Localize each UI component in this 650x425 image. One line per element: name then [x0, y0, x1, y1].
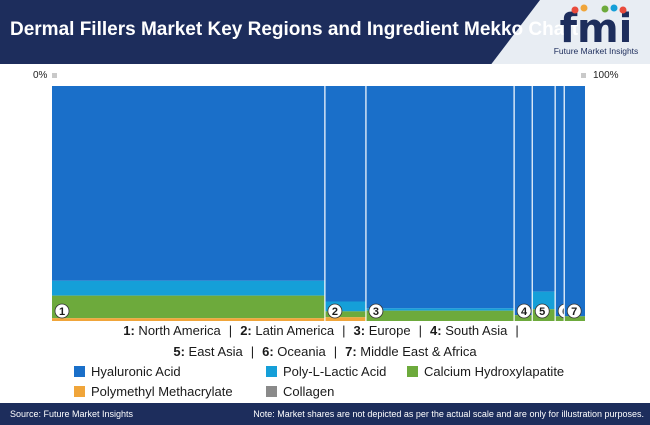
region-number: 5:	[173, 344, 185, 359]
region-legend-line-2: 5: East Asia | 6: Oceania | 7: Middle East &…	[0, 344, 650, 359]
region-legend-item: 6: Oceania	[262, 344, 326, 359]
legend-swatch	[407, 366, 418, 377]
note-text: Note: Market shares are not depicted as …	[253, 409, 644, 419]
region-legend-item: 5: East Asia	[173, 344, 242, 359]
region-number: 6:	[262, 344, 274, 359]
source-text: Source: Future Market Insights	[10, 409, 134, 419]
mekko-cell-1-calcium-hydroxylapatite	[52, 295, 325, 319]
legend-item-polymethyl-methacrylate: Polymethyl Methacrylate	[74, 384, 233, 399]
mekko-cell-5-poly-l-lactic-acid	[532, 291, 556, 310]
region-marker-label-3: 3	[373, 306, 379, 318]
region-marker-7	[566, 303, 582, 319]
region-marker-2	[327, 303, 343, 319]
legend-swatch	[74, 386, 85, 397]
mekko-cell-7-hyaluronic-acid	[564, 86, 585, 317]
fmi-logo-subtitle: Future Market Insights	[553, 46, 639, 56]
mekko-cell-2-hyaluronic-acid	[324, 86, 366, 302]
legend-separator: |	[333, 344, 338, 359]
region-number: 3:	[353, 323, 366, 338]
title-band	[0, 0, 540, 64]
legend-separator: |	[228, 323, 233, 338]
legend-item-collagen: Collagen	[266, 384, 334, 399]
mekko-cell-4-hyaluronic-acid	[514, 86, 533, 316]
mekko-cell-3-calcium-hydroxylapatite	[365, 310, 515, 321]
region-legend-item: 1: North America	[123, 323, 221, 338]
legend-item-calcium-hydroxylapatite: Calcium Hydroxylapatite	[407, 364, 564, 379]
legend-separator: |	[515, 323, 519, 338]
legend-swatch	[74, 366, 85, 377]
region-marker-label-4: 4	[521, 306, 528, 318]
mekko-cell-3-hyaluronic-acid	[365, 86, 515, 309]
region-marker-1	[54, 303, 70, 319]
mekko-cell-1-hyaluronic-acid	[52, 86, 325, 281]
legend-swatch	[266, 386, 277, 397]
region-name: North America	[134, 323, 221, 338]
region-marker-label-2: 2	[332, 306, 338, 318]
fmi-logo: fmi Future Market Insights	[548, 4, 644, 62]
region-marker-label-1: 1	[59, 306, 65, 318]
mekko-cell-5-hyaluronic-acid	[532, 86, 556, 292]
legend-separator: |	[250, 344, 255, 359]
region-legend-item: 7: Middle East & Africa	[345, 344, 477, 359]
region-name: Oceania	[273, 344, 326, 359]
mekko-cell-2-polymethyl-methacrylate	[324, 317, 366, 321]
legend-swatch	[266, 366, 277, 377]
mekko-cell-6-calcium-hydroxylapatite	[555, 316, 565, 321]
mekko-cell-1-poly-l-lactic-acid	[52, 280, 325, 296]
region-legend-item: 4: South Asia	[430, 323, 507, 338]
header-bar: Dermal Fillers Market Key Regions and In…	[0, 0, 650, 64]
mekko-cell-1-polymethyl-methacrylate	[52, 318, 325, 321]
legend-separator: |	[342, 323, 346, 338]
svg-text:fmi: fmi	[560, 6, 633, 48]
region-name: East Asia	[184, 344, 243, 359]
region-number: 7:	[345, 344, 357, 359]
mekko-cell-3-poly-l-lactic-acid	[365, 308, 515, 311]
region-marker-label-7: 7	[571, 306, 577, 318]
legend-item-hyaluronic-acid: Hyaluronic Acid	[74, 364, 181, 379]
region-number: 4:	[430, 323, 442, 338]
mekko-cell-6-hyaluronic-acid	[555, 86, 565, 317]
axis-label-0: 0%	[33, 70, 48, 81]
axis-label-100: 100%	[593, 70, 619, 81]
legend-separator: |	[418, 323, 423, 338]
region-legend-line-1: 1: North America | 2: Latin America | 3: Eur…	[0, 323, 650, 338]
legend-label: Calcium Hydroxylapatite	[424, 364, 565, 379]
mekko-cell-2-poly-l-lactic-acid	[324, 301, 366, 312]
legend-label: Collagen	[283, 384, 335, 399]
legend-label: Poly-L-Lactic Acid	[283, 364, 387, 379]
legend-label: Polymethyl Methacrylate	[91, 384, 233, 399]
chart-title: Dermal Fillers Market Key Regions and In…	[10, 19, 579, 40]
region-name: Middle East & Africa	[356, 344, 477, 359]
mekko-chart: 1234567	[52, 73, 586, 321]
axis-tick-right	[581, 73, 586, 78]
fmi-logo-icon: fmi	[560, 4, 633, 52]
axis-tick-left	[52, 73, 57, 78]
region-number: 1:	[123, 323, 135, 338]
region-marker-4	[516, 303, 532, 319]
region-marker-label-5: 5	[539, 306, 545, 318]
region-number: 2:	[240, 323, 252, 338]
mekko-cell-7-calcium-hydroxylapatite	[564, 316, 585, 321]
footer-bar: Source: Future Market Insights Note: Mar…	[0, 403, 650, 425]
region-marker-3	[368, 303, 384, 319]
region-legend-item: 3: Europe	[354, 323, 411, 338]
region-legend-item: 2: Latin America	[240, 323, 334, 338]
legend-item-poly-l-lactic-acid: Poly-L-Lactic Acid	[266, 364, 386, 379]
mekko-cell-2-calcium-hydroxylapatite	[324, 311, 366, 318]
region-name: Latin America	[251, 323, 335, 338]
legend-label: Hyaluronic Acid	[91, 364, 181, 379]
region-name: Europe	[365, 323, 411, 338]
region-name: South Asia	[441, 323, 508, 338]
region-marker-5	[534, 303, 550, 319]
